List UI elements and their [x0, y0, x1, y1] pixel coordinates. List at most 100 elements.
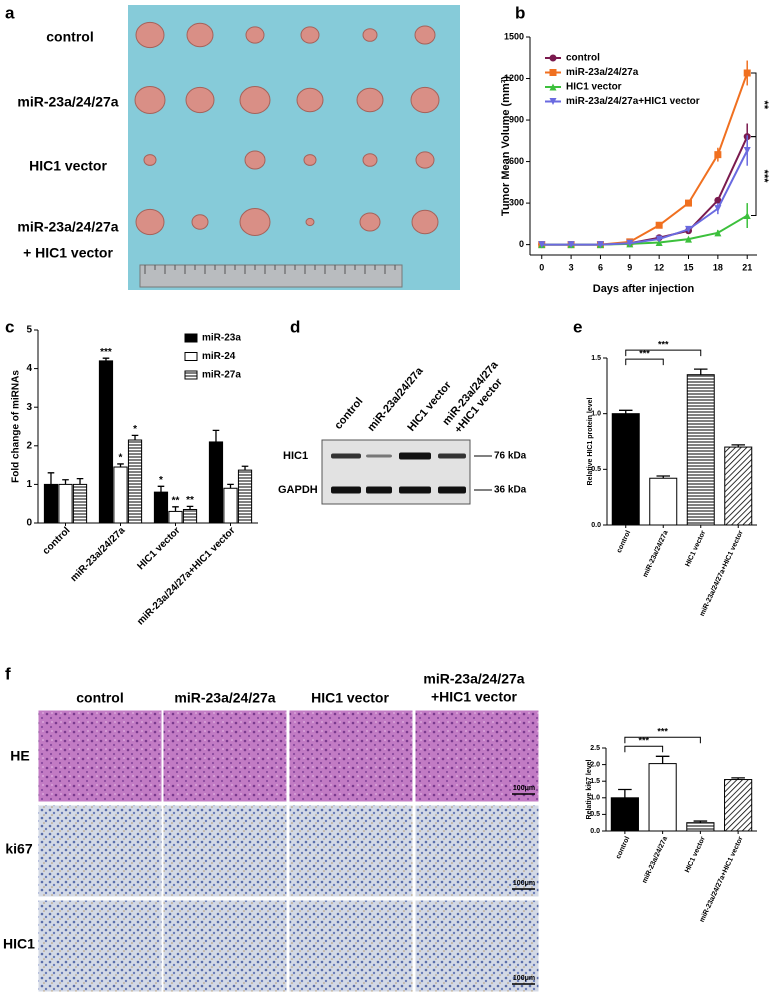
x-tick-label: miR-23a/24/27a+HIC1 vector — [699, 529, 745, 617]
y-tick-label: 1.5 — [591, 355, 601, 362]
size-label: 76 kDa — [494, 451, 527, 462]
legend-label: miR-23a/24/27a+HIC1 vector — [566, 96, 700, 107]
y-axis-label: Relative HIC1 protein level — [587, 397, 594, 485]
comparison-bracket — [751, 136, 757, 217]
bar — [686, 374, 715, 526]
comparison-bracket — [624, 745, 664, 753]
bar — [611, 413, 640, 526]
y-tick-label: 5 — [26, 325, 32, 336]
y-axis-label: Tumor Mean Volume (mm³) — [500, 76, 512, 216]
y-tick-label: 600 — [509, 156, 524, 166]
error-bar — [172, 506, 179, 512]
x-tick-label: control — [616, 530, 632, 555]
x-tick-label: 12 — [654, 262, 664, 272]
row-label: ki67 — [5, 841, 32, 857]
error-bar — [102, 357, 110, 361]
x-tick-label: miR-23a/24/27a+HIC1 vector — [699, 835, 745, 923]
y-tick-label: 0.0 — [590, 828, 600, 835]
layout — [37, 5, 540, 993]
y-axis-label: Fold change of miRNAs — [11, 370, 22, 483]
comparison-bracket — [624, 736, 701, 744]
row-label: miR-23a/24/27a — [17, 94, 118, 110]
y-tick-label: 1.5 — [590, 778, 600, 785]
error-bar — [656, 475, 670, 479]
panel-label: d — [290, 317, 300, 336]
marker — [743, 146, 751, 154]
tumor — [300, 26, 320, 44]
x-tick-label: miR-23a/24/27a — [642, 530, 670, 579]
tumor — [239, 86, 271, 114]
legend-label: miR-24 — [202, 351, 236, 362]
y-tick-label: 0 — [26, 518, 32, 529]
histology-image — [288, 709, 414, 803]
tumor — [143, 154, 157, 166]
comparison-label: *** — [638, 736, 649, 746]
y-tick-label: 1.0 — [591, 411, 601, 418]
comparison-label: *** — [658, 340, 669, 350]
comparison-bracket — [625, 349, 702, 357]
blot-band — [366, 454, 392, 458]
bar — [153, 491, 169, 524]
error-bar — [241, 465, 249, 471]
tumor — [135, 21, 165, 49]
legend-swatch — [184, 352, 198, 361]
histology-image — [37, 804, 163, 898]
row-label: HE — [10, 748, 29, 764]
western-blot — [321, 439, 471, 505]
histology-image — [37, 709, 163, 803]
significance-label: * — [159, 475, 163, 486]
column-label: miR-23a/24/27a — [174, 690, 275, 706]
blot-band — [438, 486, 466, 494]
x-tick-label: 0 — [539, 262, 544, 272]
blot-band — [438, 453, 466, 459]
column-label: miR-23a/24/27a — [423, 671, 524, 687]
tumor — [134, 86, 166, 114]
x-tick-label: 3 — [569, 262, 574, 272]
error-bar — [731, 444, 745, 448]
bar — [208, 441, 224, 524]
histology-image — [288, 899, 414, 993]
x-axis-label: Days after injection — [593, 283, 695, 295]
error-bar — [62, 479, 69, 485]
scale-bar-label: 100μm — [513, 880, 535, 887]
bar — [182, 508, 198, 524]
legend-label: miR-23a — [202, 333, 241, 344]
comparison-bracket — [751, 72, 757, 138]
error-bar — [655, 755, 670, 764]
blot-band — [366, 486, 392, 494]
tumor — [303, 154, 317, 166]
marker — [549, 98, 557, 105]
scale-bar-label: 100μm — [513, 975, 535, 982]
marker — [549, 69, 557, 76]
tumor — [239, 208, 271, 236]
blot-band — [331, 453, 361, 459]
tumor — [362, 28, 378, 42]
panel-label: b — [515, 3, 525, 22]
y-tick-label: 2.5 — [590, 745, 600, 752]
bar — [649, 477, 678, 526]
bar — [127, 439, 143, 524]
marker — [596, 241, 604, 249]
error-bar — [694, 368, 708, 375]
error-bar — [186, 505, 194, 510]
histology-image — [162, 804, 288, 898]
bar — [72, 483, 88, 524]
photo-tumors — [128, 5, 460, 290]
x-tick-label: 6 — [598, 262, 603, 272]
bar — [724, 779, 753, 832]
significance-label: ** — [186, 495, 194, 506]
size-label: 36 kDa — [494, 485, 527, 496]
tumor — [245, 26, 265, 44]
bar — [113, 466, 128, 524]
comparison-label: *** — [639, 349, 650, 359]
marker — [714, 205, 722, 213]
y-tick-label: 0.0 — [591, 522, 601, 529]
tumor — [414, 25, 436, 45]
bar — [686, 822, 715, 832]
y-tick-label: 0 — [519, 239, 524, 249]
y-tick-label: 1500 — [504, 31, 524, 41]
legend-label: miR-23a/24/27a — [566, 67, 639, 78]
bar — [168, 510, 183, 524]
panel-label: e — [573, 317, 582, 336]
